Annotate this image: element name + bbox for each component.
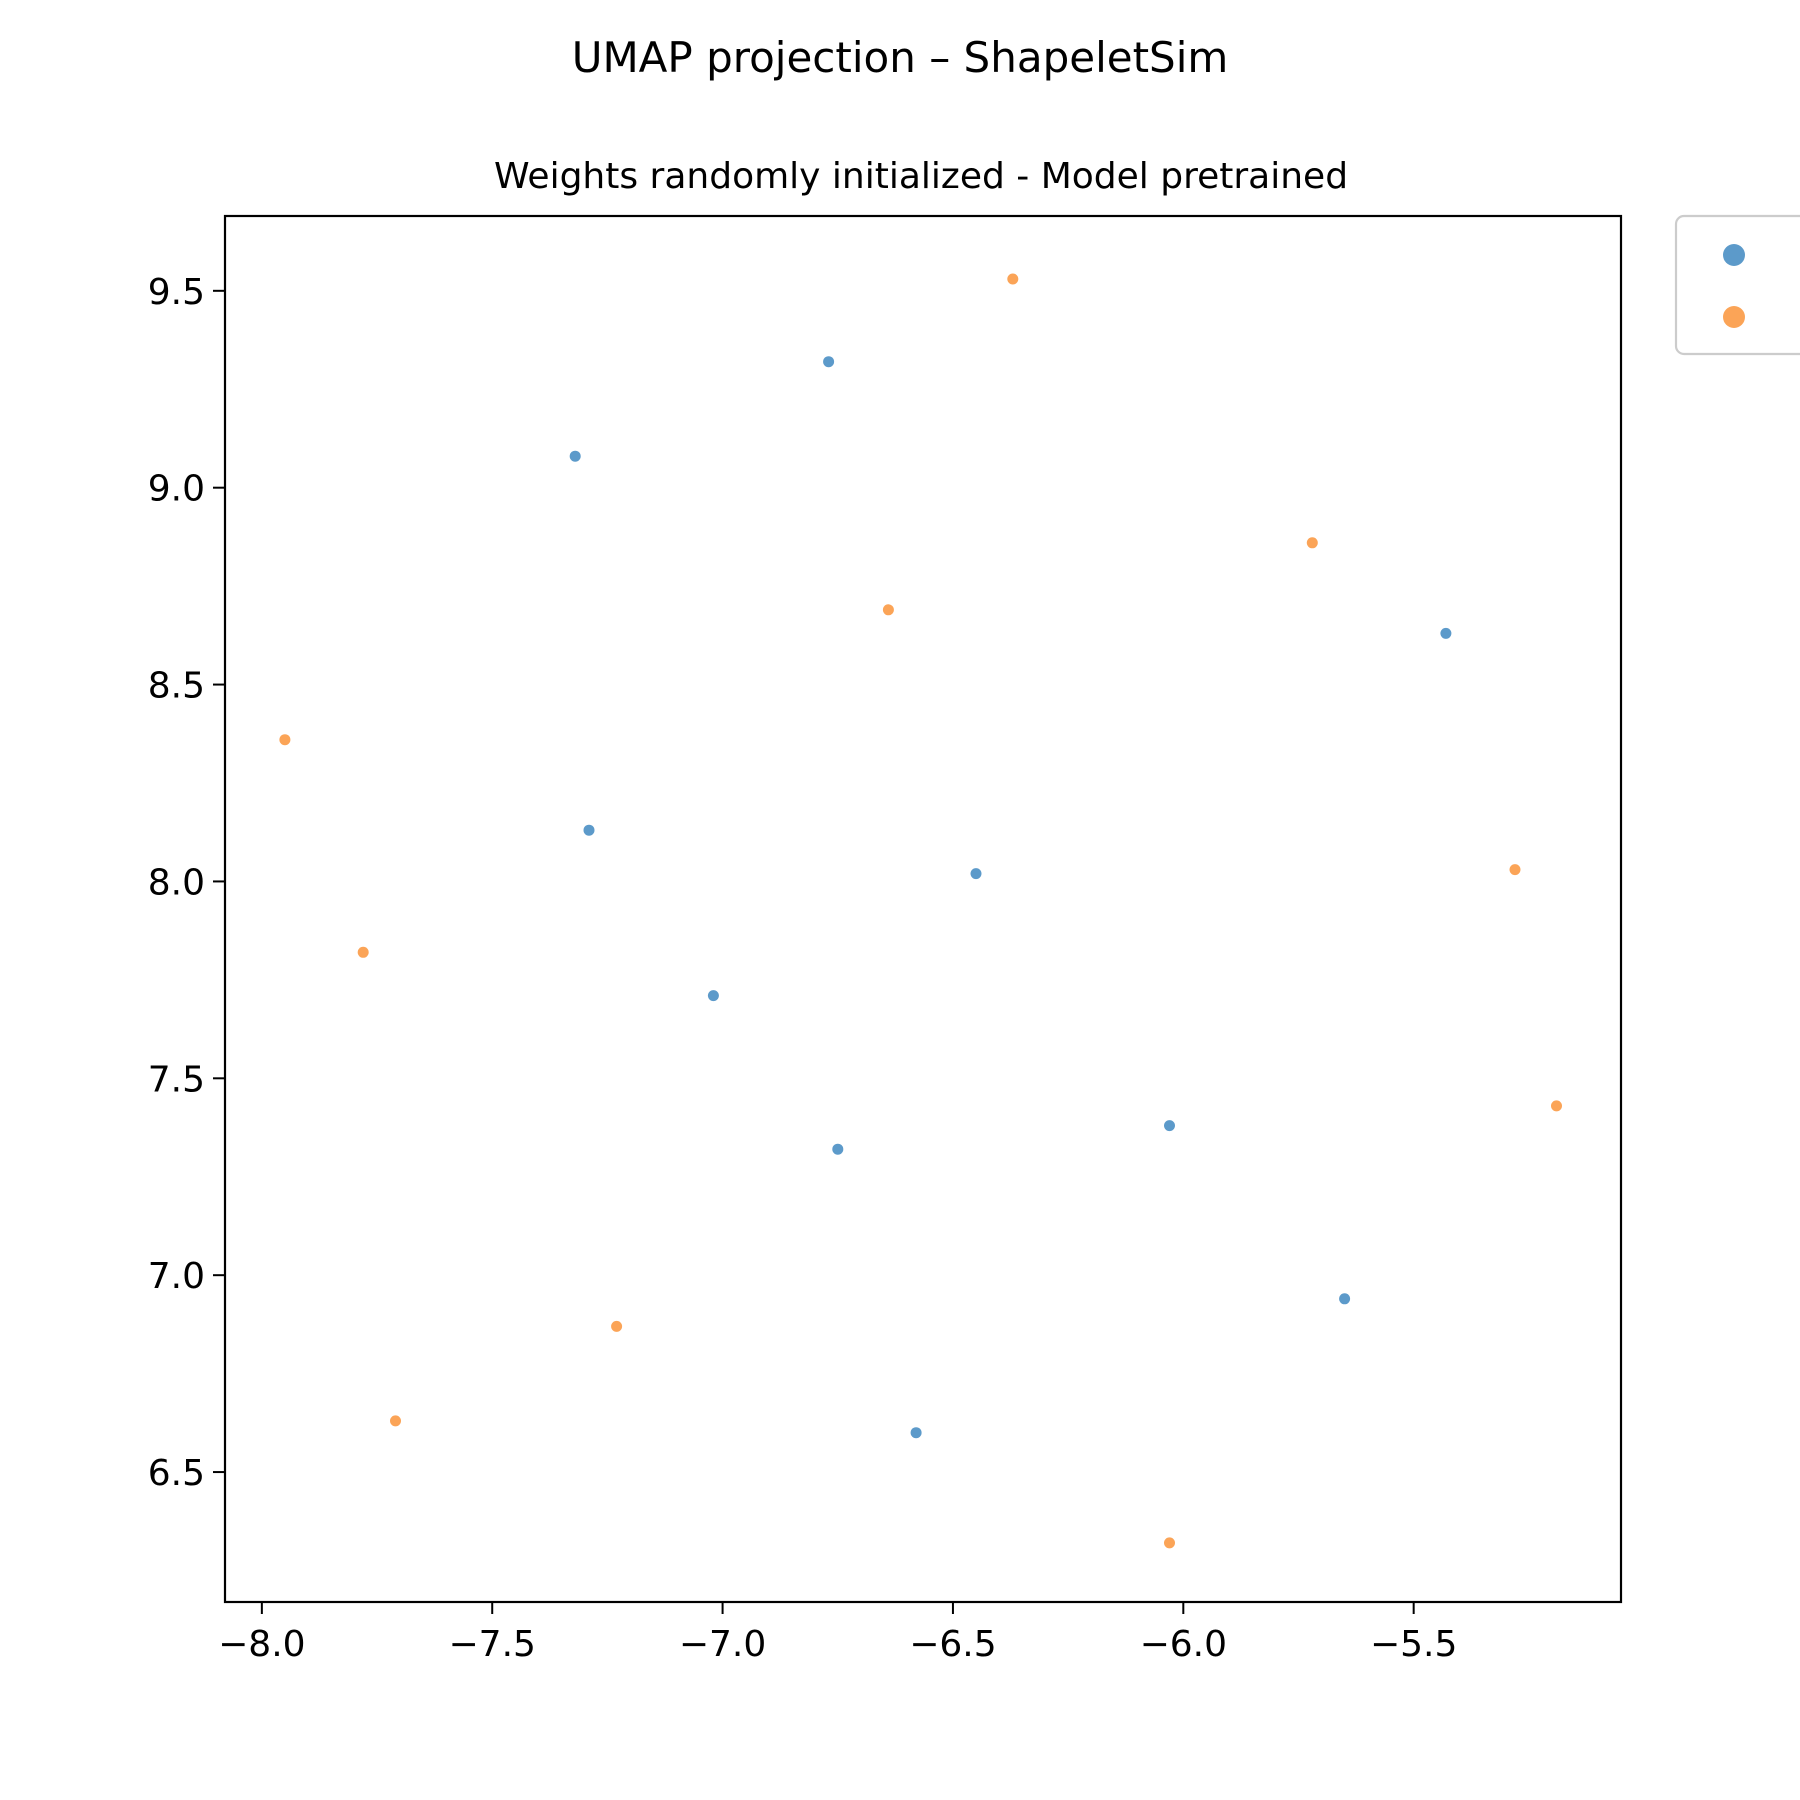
x-tick-label: −8.0 [218, 1624, 305, 1665]
x-tick-label: −6.5 [909, 1624, 996, 1665]
y-tick-label: 9.0 [148, 469, 205, 510]
scatter-point [611, 1320, 623, 1332]
chart-title: UMAP projection – ShapeletSim [572, 33, 1229, 82]
scatter-point [832, 1143, 844, 1155]
y-tick-label: 9.5 [148, 272, 205, 313]
legend-marker [1723, 306, 1745, 328]
chart-subtitle: Weights randomly initialized - Model pre… [494, 156, 1348, 197]
y-tick-label: 7.5 [148, 1059, 205, 1100]
scatter-point [707, 990, 719, 1002]
scatter-point [823, 356, 835, 368]
scatter-point [1440, 627, 1452, 639]
x-tick-label: −5.5 [1370, 1624, 1457, 1665]
x-tick-label: −7.0 [679, 1624, 766, 1665]
scatter-points [279, 273, 1562, 1549]
plot-frame [223, 214, 1623, 1604]
legend-box [1674, 214, 1800, 356]
y-tick-label: 8.0 [148, 862, 205, 903]
scatter-point [1339, 1293, 1351, 1305]
scatter-point [1007, 273, 1019, 285]
scatter-point [1164, 1120, 1175, 1132]
scatter-point [569, 450, 581, 462]
scatter-point [1306, 537, 1318, 549]
x-tick-label: −7.5 [449, 1624, 536, 1665]
scatter-point [910, 1427, 922, 1439]
legend [1674, 214, 1800, 356]
x-axis: −8.0 −7.5 −7.0 −6.5 −6.0 −5.5 [218, 1602, 1457, 1665]
legend-marker [1723, 244, 1745, 266]
scatter-point [1164, 1537, 1175, 1549]
y-tick-label: 8.5 [148, 666, 205, 707]
scatter-point [357, 946, 369, 958]
scatter-point [583, 824, 595, 836]
scatter-point [1509, 864, 1521, 876]
scatter-point [970, 868, 982, 880]
y-axis: 6.5 7.0 7.5 8.0 8.5 9.0 9.5 [148, 272, 225, 1494]
y-tick-label: 6.5 [148, 1453, 205, 1494]
scatter-point [390, 1415, 401, 1427]
scatter-point [279, 734, 291, 746]
x-tick-label: −6.0 [1140, 1624, 1227, 1665]
scatter-point [1551, 1100, 1562, 1112]
y-tick-label: 7.0 [148, 1256, 205, 1297]
scatter-point [882, 604, 894, 616]
